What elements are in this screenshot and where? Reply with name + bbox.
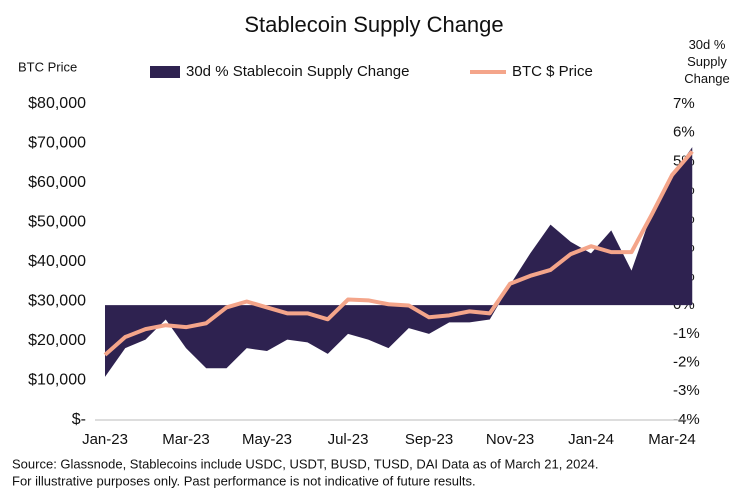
x-tick-label: Sep-23 (405, 431, 453, 448)
legend-label: BTC $ Price (512, 63, 593, 80)
note: For illustrative purposes only. Past per… (12, 473, 476, 488)
y2-tick-label: -4% (673, 411, 700, 428)
x-tick-label: Jul-23 (328, 431, 369, 448)
y-tick-label: $80,000 (28, 95, 86, 112)
y2-tick-label: 7% (673, 95, 695, 112)
y2-tick-label: -3% (673, 382, 700, 399)
x-tick-label: Mar-24 (648, 431, 696, 448)
y-tick-label: $10,000 (28, 372, 86, 389)
legend-swatch (150, 66, 180, 78)
y-axis-title: BTC Price (18, 59, 77, 74)
x-tick-label: Mar-23 (162, 431, 210, 448)
y2-tick-label: -1% (673, 325, 700, 342)
x-tick-label: Jan-24 (568, 431, 614, 448)
line (103, 150, 694, 357)
y-tick-label: $- (72, 411, 86, 428)
y-tick-label: $30,000 (28, 293, 86, 310)
x-tick-label: May-23 (242, 431, 292, 448)
chart-title: Stablecoin Supply Change (244, 12, 503, 37)
y2-axis-title: 30d % Supply Change (684, 37, 730, 86)
x-tick-label: Jan-23 (82, 431, 128, 448)
legend-label: 30d % Stablecoin Supply Change (186, 63, 410, 80)
y2-tick-label: -2% (673, 354, 700, 371)
y-tick-label: $60,000 (28, 174, 86, 191)
y-tick-label: $40,000 (28, 253, 86, 270)
area (105, 147, 693, 377)
y2-tick-label: 6% (673, 124, 695, 141)
x-tick-label: Nov-23 (486, 431, 534, 448)
y-tick-label: $70,000 (28, 135, 86, 152)
note: Source: Glassnode, Stablecoins include U… (12, 456, 598, 471)
y-tick-label: $20,000 (28, 332, 86, 349)
y-tick-label: $50,000 (28, 214, 86, 231)
